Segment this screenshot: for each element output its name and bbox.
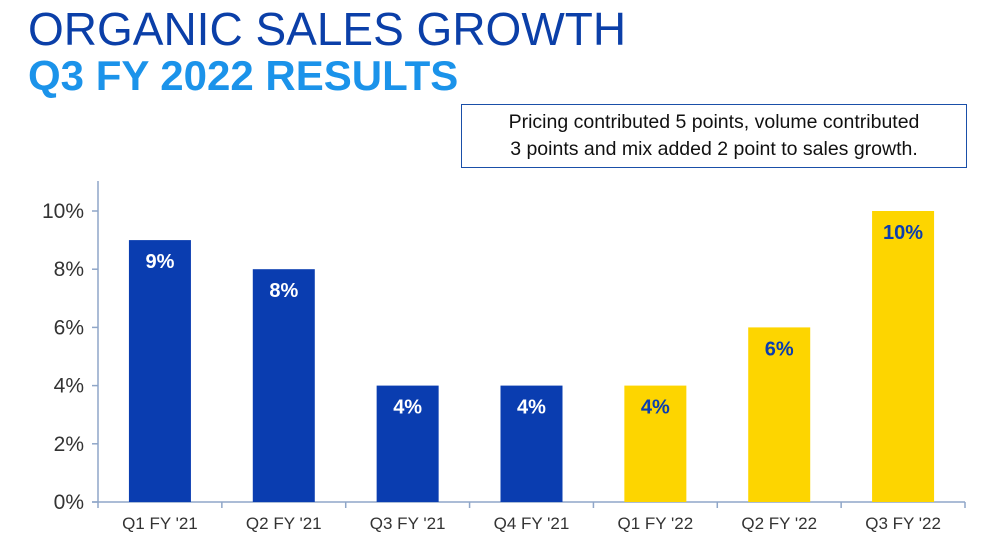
x-category-label: Q2 FY '21: [246, 514, 322, 533]
y-tick-label: 6%: [54, 316, 84, 339]
data-label: 4%: [517, 397, 546, 419]
data-label: 8%: [269, 280, 298, 302]
x-category-label: Q3 FY '21: [370, 514, 446, 533]
x-category-label: Q1 FY '21: [122, 514, 198, 533]
y-tick-label: 8%: [54, 258, 84, 281]
x-category-label: Q3 FY '22: [865, 514, 941, 533]
data-label: 9%: [145, 251, 174, 273]
data-label: 4%: [641, 397, 670, 419]
y-tick-label: 10%: [42, 200, 84, 223]
x-category-label: Q1 FY '22: [618, 514, 694, 533]
bar: [872, 211, 935, 502]
page-subtitle: Q3 FY 2022 RESULTS: [28, 52, 459, 99]
bar: [624, 385, 687, 502]
callout-box: Pricing contributed 5 points, volume con…: [461, 104, 967, 168]
bar: [252, 269, 315, 502]
x-category-label: Q4 FY '21: [494, 514, 570, 533]
y-tick-label: 2%: [54, 433, 84, 456]
bar: [376, 385, 439, 502]
callout-line-2: 3 points and mix added 2 point to sales …: [510, 138, 918, 160]
bar: [128, 240, 191, 502]
page-title: ORGANIC SALES GROWTH: [28, 3, 627, 55]
x-category-label: Q2 FY '22: [741, 514, 817, 533]
callout-line-1: Pricing contributed 5 points, volume con…: [508, 111, 920, 133]
bar: [748, 327, 811, 502]
data-label: 4%: [393, 397, 422, 419]
data-label: 10%: [883, 222, 923, 244]
bar: [500, 385, 563, 502]
y-tick-label: 0%: [54, 491, 84, 514]
data-label: 6%: [765, 338, 794, 360]
y-tick-label: 4%: [54, 375, 84, 398]
